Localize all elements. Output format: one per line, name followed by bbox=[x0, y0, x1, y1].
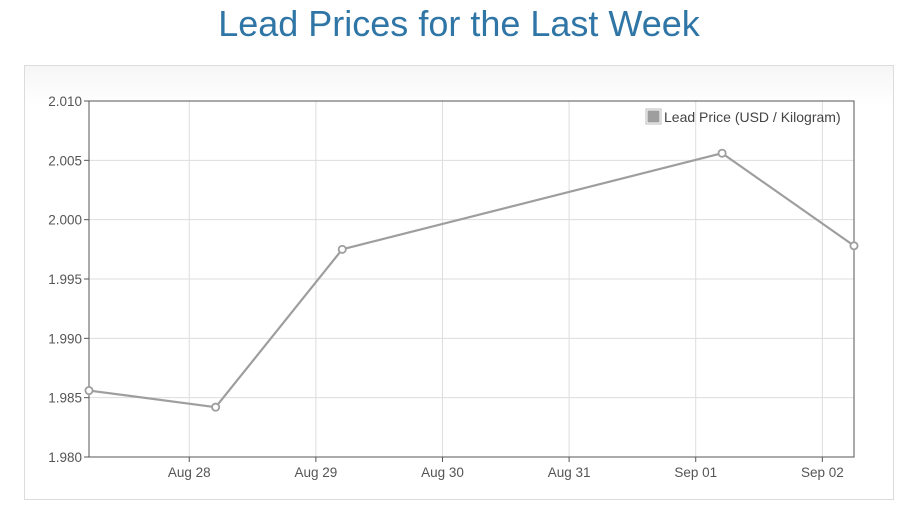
x-tick-label: Aug 31 bbox=[548, 465, 591, 480]
line-chart: 1.980 1.985 1.990 1.995 2.000 2.005 2.010 Aug 2… bbox=[48, 94, 859, 480]
x-tick-label: Aug 29 bbox=[294, 465, 337, 480]
legend: Lead Price (USD / Kilogram) bbox=[645, 108, 841, 125]
y-tick-label: 1.980 bbox=[48, 450, 82, 465]
page-title: Lead Prices for the Last Week bbox=[218, 3, 700, 44]
data-point[interactable] bbox=[84, 386, 94, 396]
data-point[interactable] bbox=[717, 148, 727, 158]
x-tick-label: Sep 01 bbox=[674, 465, 717, 480]
plot-border bbox=[88, 100, 855, 458]
data-point[interactable] bbox=[849, 241, 859, 251]
axes: 1.980 1.985 1.990 1.995 2.000 2.005 2.010 Aug 2… bbox=[48, 94, 855, 480]
y-tick-label: 2.010 bbox=[48, 94, 82, 109]
chart-panel: 1.980 1.985 1.990 1.995 2.000 2.005 2.010 Aug 2… bbox=[24, 65, 894, 500]
x-tick-label: Aug 28 bbox=[168, 465, 211, 480]
y-tick-label: 1.995 bbox=[48, 272, 82, 287]
y-tick-label: 2.000 bbox=[48, 213, 82, 228]
series-layer bbox=[84, 148, 859, 412]
data-point[interactable] bbox=[211, 402, 221, 412]
y-tick-label: 1.990 bbox=[48, 331, 82, 346]
legend-swatch[interactable] bbox=[646, 109, 661, 124]
y-tick-label: 2.005 bbox=[48, 153, 82, 168]
y-tick-label: 1.985 bbox=[48, 391, 82, 406]
grid-lines bbox=[89, 100, 854, 458]
x-tick-label: Sep 02 bbox=[801, 465, 844, 480]
legend-label[interactable]: Lead Price (USD / Kilogram) bbox=[664, 109, 841, 125]
x-tick-label: Aug 30 bbox=[421, 465, 464, 480]
series-line bbox=[88, 152, 855, 409]
data-point[interactable] bbox=[337, 244, 347, 254]
